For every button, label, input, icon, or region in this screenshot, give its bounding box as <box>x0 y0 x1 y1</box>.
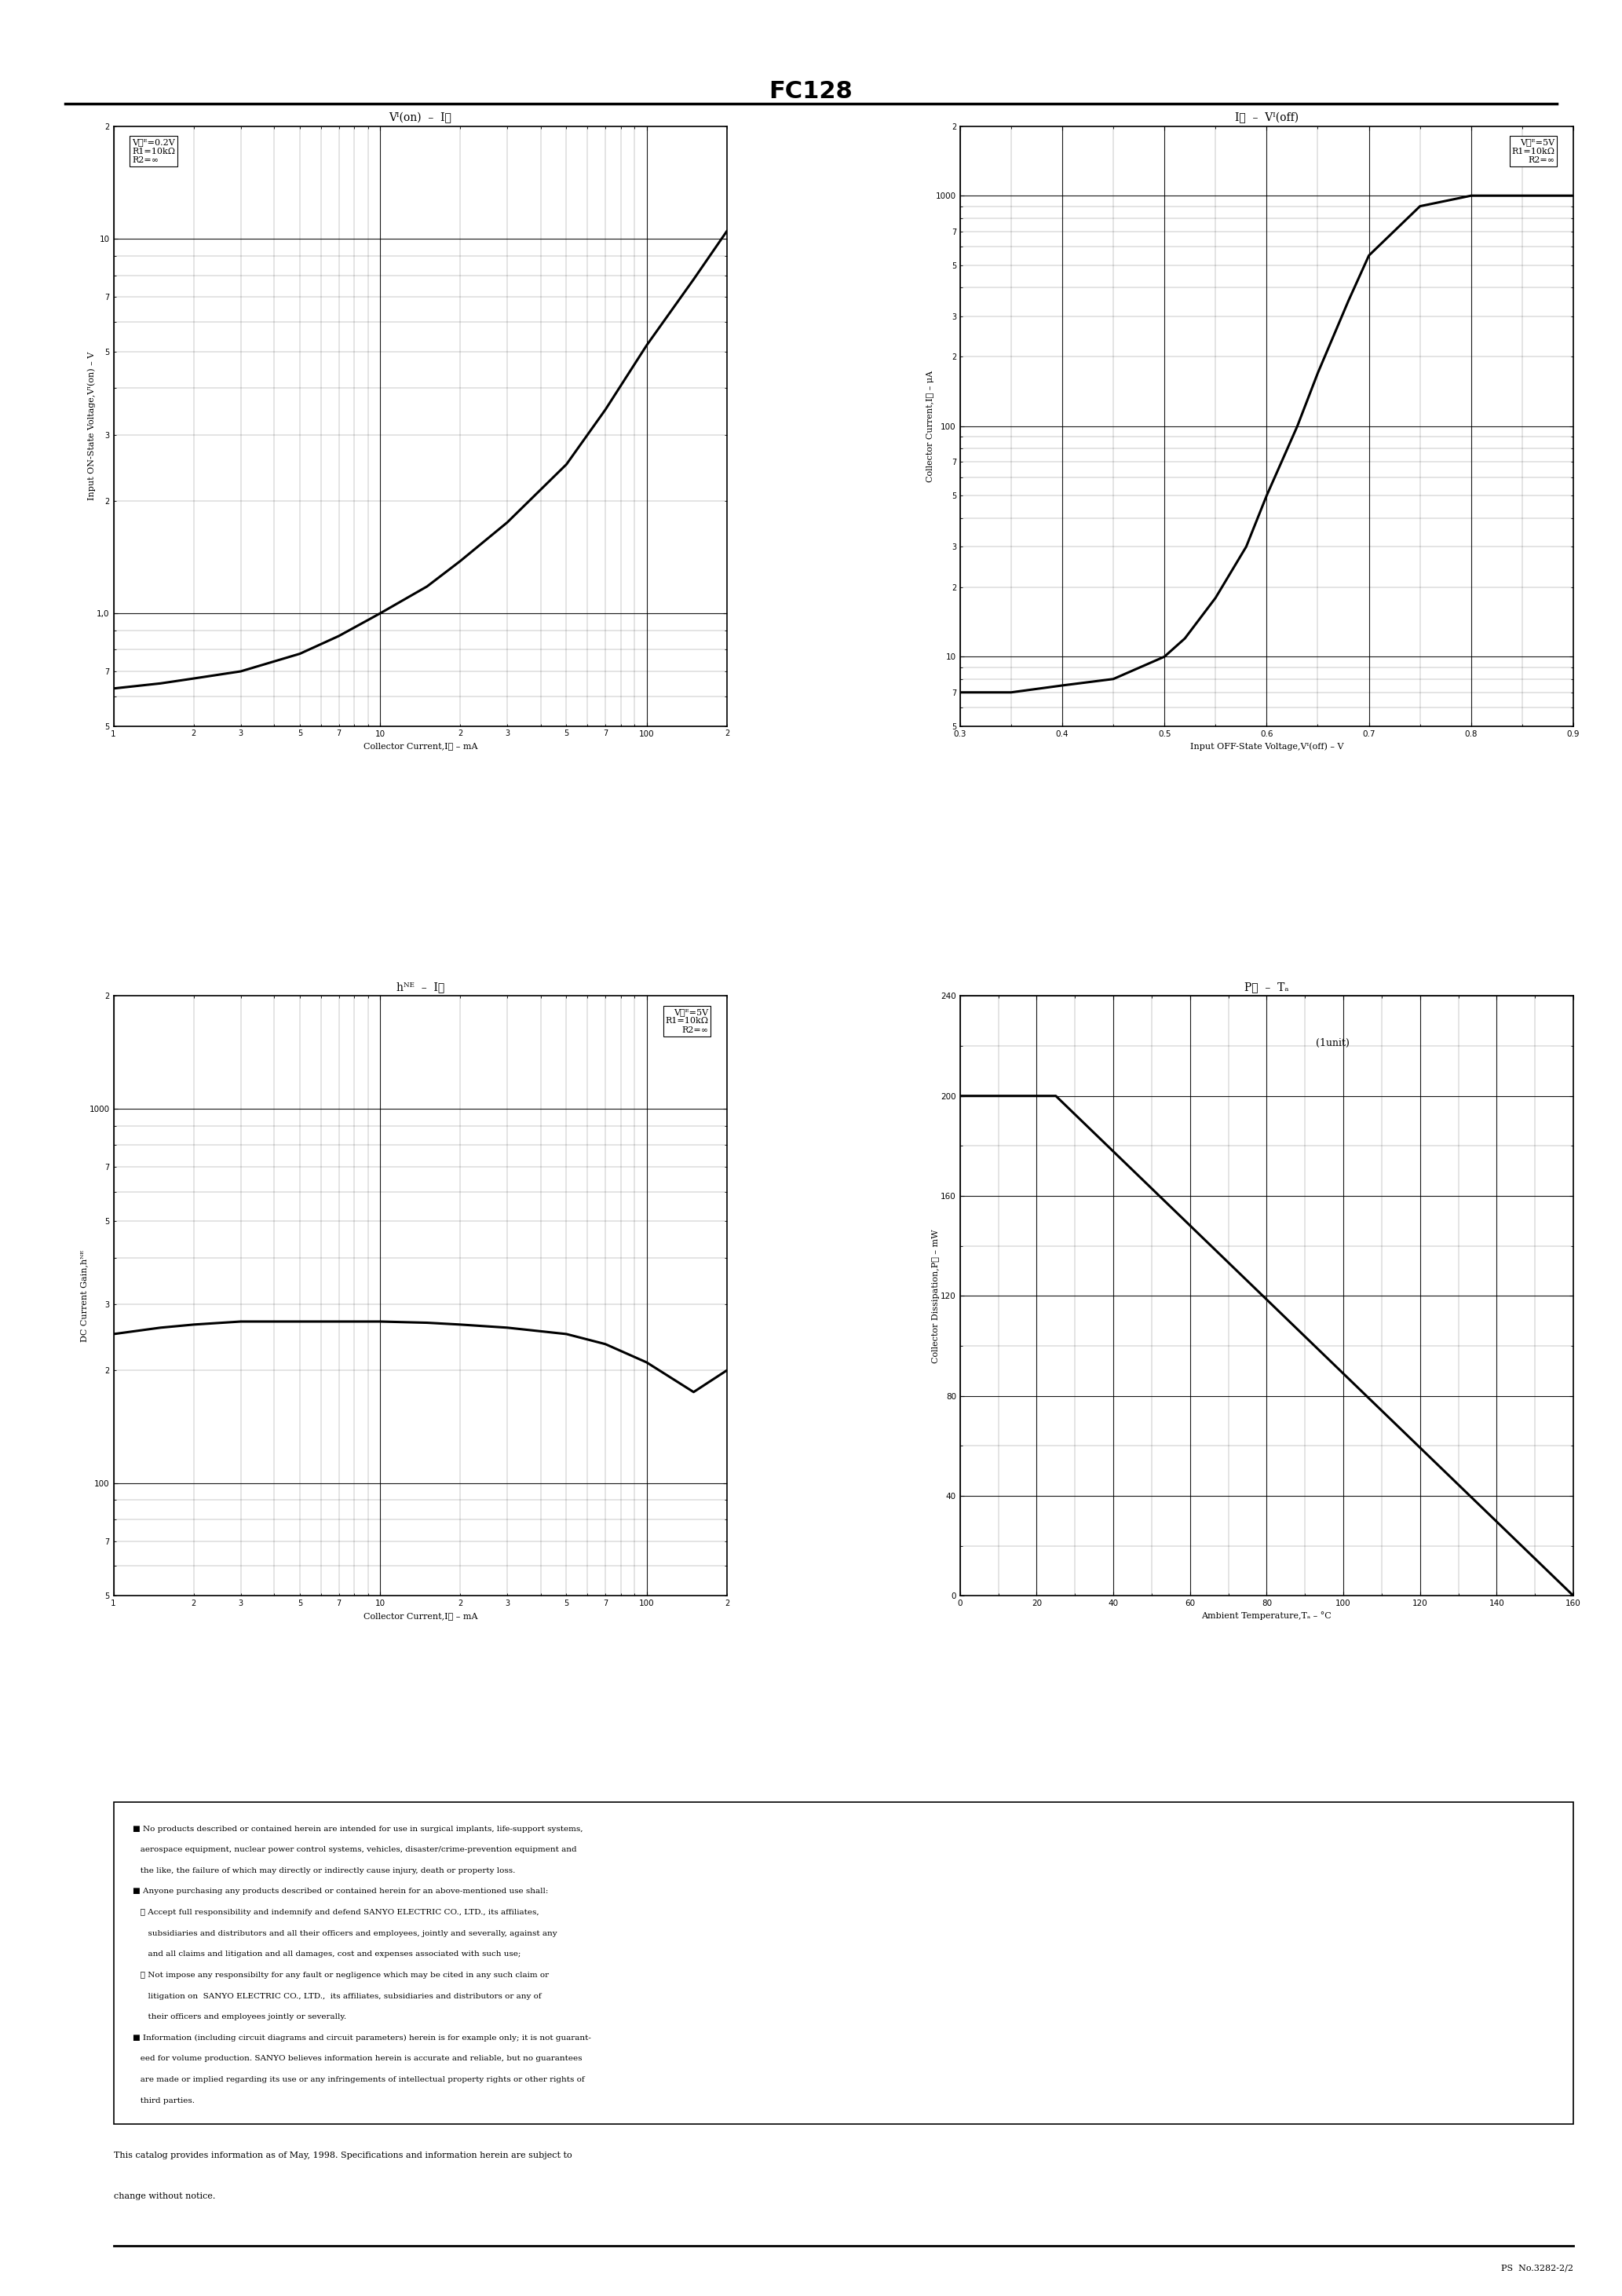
Text: the like, the failure of which may directly or indirectly cause injury, death or: the like, the failure of which may direc… <box>133 1867 516 1874</box>
X-axis label: Collector Current,Iⲟ – mA: Collector Current,Iⲟ – mA <box>363 1612 477 1619</box>
Text: third parties.: third parties. <box>133 2096 195 2103</box>
Y-axis label: Collector Dissipation,Pⲟ – mW: Collector Dissipation,Pⲟ – mW <box>931 1228 939 1364</box>
Text: aerospace equipment, nuclear power control systems, vehicles, disaster/crime-pre: aerospace equipment, nuclear power contr… <box>133 1846 577 1853</box>
Text: their officers and employees jointly or severally.: their officers and employees jointly or … <box>133 2014 347 2020</box>
Text: ① Accept full responsibility and indemnify and defend SANYO ELECTRIC CO., LTD., : ① Accept full responsibility and indemni… <box>133 1908 540 1915</box>
Y-axis label: Collector Current,Iⲟ – μA: Collector Current,Iⲟ – μA <box>926 370 934 482</box>
Text: FC128: FC128 <box>769 80 853 103</box>
Text: and all claims and litigation and all damages, cost and expenses associated with: and all claims and litigation and all da… <box>133 1952 521 1958</box>
Text: ■ Anyone purchasing any products described or contained herein for an above-ment: ■ Anyone purchasing any products describ… <box>133 1887 548 1894</box>
Text: eed for volume production. SANYO believes information herein is accurate and rel: eed for volume production. SANYO believe… <box>133 2055 582 2062</box>
Title: hᴺᴱ  –  Iⲟ: hᴺᴱ – Iⲟ <box>396 983 444 992</box>
Text: PS  No.3282-2/2: PS No.3282-2/2 <box>1500 2264 1573 2271</box>
Text: ■ No products described or contained herein are intended for use in surgical imp: ■ No products described or contained her… <box>133 1825 584 1832</box>
Text: ② Not impose any responsibilty for any fault or negligence which may be cited in: ② Not impose any responsibilty for any f… <box>133 1972 550 1979</box>
Text: VⲞᴱ=0.2V
R1=10kΩ
R2=∞: VⲞᴱ=0.2V R1=10kΩ R2=∞ <box>131 138 175 165</box>
X-axis label: Ambient Temperature,Tₐ – °C: Ambient Temperature,Tₐ – °C <box>1202 1612 1332 1621</box>
Text: ■ Information (including circuit diagrams and circuit parameters) herein is for : ■ Information (including circuit diagram… <box>133 2034 592 2041</box>
Text: litigation on  SANYO ELECTRIC CO., LTD.,  its affiliates, subsidiaries and distr: litigation on SANYO ELECTRIC CO., LTD., … <box>133 1993 542 2000</box>
Text: change without notice.: change without notice. <box>114 2193 216 2200</box>
Text: subsidiaries and distributors and all their officers and employees, jointly and : subsidiaries and distributors and all th… <box>133 1931 558 1938</box>
Text: VⲞᴱ=5V
R1=10kΩ
R2=∞: VⲞᴱ=5V R1=10kΩ R2=∞ <box>665 1008 709 1033</box>
Title: Iⲟ  –  Vᴵ(off): Iⲟ – Vᴵ(off) <box>1234 113 1299 124</box>
X-axis label: Input OFF-State Voltage,Vᴵ(off) – V: Input OFF-State Voltage,Vᴵ(off) – V <box>1191 742 1343 751</box>
Text: (1unit): (1unit) <box>1315 1038 1350 1049</box>
Y-axis label: DC Current Gain,hᴺᴱ: DC Current Gain,hᴺᴱ <box>79 1249 88 1341</box>
Text: This catalog provides information as of May, 1998. Specifications and informatio: This catalog provides information as of … <box>114 2151 571 2158</box>
Text: VⲞᴱ=5V
R1=10kΩ
R2=∞: VⲞᴱ=5V R1=10kΩ R2=∞ <box>1512 138 1555 165</box>
Title: Vᴵ(on)  –  Iⲟ: Vᴵ(on) – Iⲟ <box>389 113 451 124</box>
Text: are made or implied regarding its use or any infringements of intellectual prope: are made or implied regarding its use or… <box>133 2076 586 2082</box>
X-axis label: Collector Current,Iⲟ – mA: Collector Current,Iⲟ – mA <box>363 742 477 751</box>
Title: Pⲟ  –  Tₐ: Pⲟ – Tₐ <box>1244 983 1289 992</box>
Y-axis label: Input ON-State Voltage,Vᴵ(on) – V: Input ON-State Voltage,Vᴵ(on) – V <box>88 351 96 501</box>
